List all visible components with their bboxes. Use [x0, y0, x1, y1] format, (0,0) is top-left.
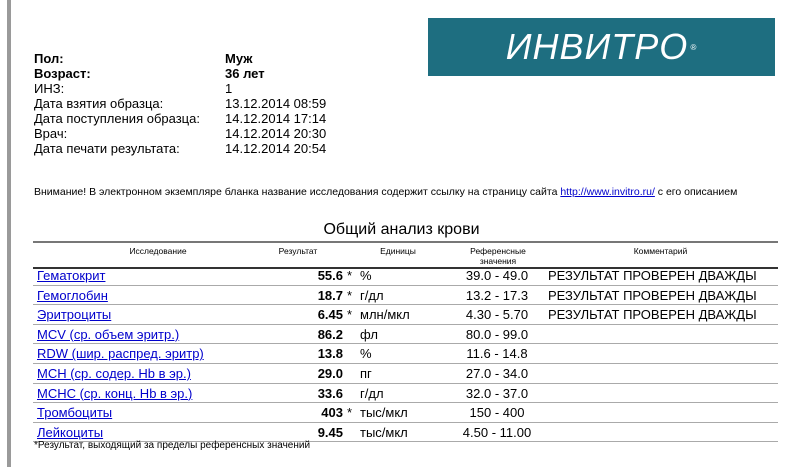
field-label: Дата поступления образца:: [34, 111, 200, 126]
test-link[interactable]: Гемоглобин: [37, 287, 108, 303]
result-value: 86.2: [317, 326, 343, 342]
table-title: Общий анализ крови: [323, 221, 480, 238]
units: %: [360, 268, 372, 283]
table-row: MCH (ср. содер. Hb в эр.) 29.0 пг 27.0 -…: [33, 364, 778, 384]
result-value: 55.6: [317, 268, 343, 283]
units: млн/мкл: [360, 307, 410, 323]
field-value: 14.12.2014 20:54: [225, 141, 327, 156]
comment: РЕЗУЛЬТАТ ПРОВЕРЕН ДВАЖДЫ: [548, 287, 757, 303]
patient-field: Дата взятия образца: 13.12.2014 08:59: [34, 96, 326, 111]
header-ref: Референсные значения: [453, 246, 543, 266]
test-link[interactable]: MCH (ср. содер. Hb в эр.): [37, 365, 191, 381]
patient-field: Дата печати результата: 14.12.2014 20:54: [34, 141, 326, 156]
field-label: Врач:: [34, 126, 68, 141]
header-result: Результат: [278, 246, 318, 256]
footnote: *Результат, выходящий за пределы референ…: [34, 440, 311, 451]
table-row: RDW (шир. распред. эритр) 13.8 % 11.6 - …: [33, 344, 778, 364]
table-row: MCV (ср. объем эритр.) 86.2 фл 80.0 - 99…: [33, 325, 778, 345]
results-table: Гематокрит 55.6 * % 39.0 - 49.0 РЕЗУЛЬТА…: [33, 266, 778, 443]
result-value: 13.8: [317, 346, 343, 362]
field-value: 14.12.2014 17:14: [225, 111, 327, 126]
field-label: Пол:: [34, 51, 64, 66]
table-row: Тромбоциты 403 * тыс/мкл 150 - 400: [33, 403, 778, 423]
reference-range: 150 - 400: [469, 405, 525, 421]
out-of-range-flag: *: [347, 287, 353, 303]
patient-field: Дата поступления образца: 14.12.2014 17:1…: [34, 111, 326, 126]
result-value: 18.7: [317, 287, 343, 303]
comment: РЕЗУЛЬТАТ ПРОВЕРЕН ДВАЖДЫ: [548, 268, 757, 283]
units: тыс/мкл: [360, 405, 408, 421]
invitro-link[interactable]: http://www.invitro.ru/: [560, 186, 655, 198]
table-row: MCHC (ср. конц. Hb в эр.) 33.6 г/дл 32.0…: [33, 384, 778, 404]
out-of-range-flag: *: [347, 307, 353, 323]
field-label: Дата печати результата:: [34, 141, 180, 156]
notice-text-end: с его описанием: [654, 186, 738, 198]
invitro-logo: ИНВИТРО ®: [428, 18, 775, 76]
table-row: Гемоглобин 18.7 * г/дл 13.2 - 17.3 РЕЗУЛ…: [33, 286, 778, 306]
field-label: Дата взятия образца:: [34, 96, 164, 111]
field-label: ИНЗ:: [34, 81, 65, 96]
table-header: Исследование Результат Единицы Референсн…: [33, 241, 778, 269]
field-label: Возраст:: [34, 66, 91, 81]
patient-field: Возраст: 36 лет: [34, 66, 326, 81]
units: г/дл: [360, 385, 384, 401]
header-ref-2: значения: [479, 256, 517, 266]
reference-range: 32.0 - 37.0: [465, 385, 529, 401]
units: тыс/мкл: [360, 424, 408, 440]
test-link[interactable]: Лейкоциты: [37, 424, 104, 440]
result-value: 9.45: [317, 424, 343, 440]
test-link[interactable]: MCV (ср. объем эритр.): [37, 326, 180, 342]
header-units: Единицы: [380, 246, 416, 256]
field-value: 13.12.2014 08:59: [225, 96, 327, 111]
result-value: 29.0: [317, 365, 343, 381]
reference-range: 13.2 - 17.3: [465, 287, 529, 303]
reference-range: 4.50 - 11.00: [462, 424, 532, 440]
field-value: 36 лет: [225, 66, 265, 81]
field-value: Муж: [225, 51, 253, 66]
patient-info: Пол: Муж Возраст: 36 лет ИНЗ: 1 Дата взятия об…: [34, 51, 326, 156]
table-row: Эритроциты 6.45 * млн/мкл 4.30 - 5.70 РЕ…: [33, 305, 778, 325]
logo-mark: ®: [690, 42, 698, 52]
patient-field: Врач: 14.12.2014 20:30: [34, 126, 326, 141]
result-value: 6.45: [317, 307, 343, 323]
reference-range: 4.30 - 5.70: [465, 307, 529, 323]
table-row: Лейкоциты 9.45 тыс/мкл 4.50 - 11.00: [33, 423, 778, 443]
test-link[interactable]: Гематокрит: [37, 268, 106, 283]
test-link[interactable]: Эритроциты: [37, 307, 112, 323]
field-value: 1: [225, 81, 233, 96]
units: пг: [360, 365, 372, 381]
reference-range: 39.0 - 49.0: [465, 268, 529, 283]
test-link[interactable]: MCHC (ср. конц. Hb в эр.): [37, 385, 193, 401]
field-value: 14.12.2014 20:30: [225, 126, 327, 141]
table-row: Гематокрит 55.6 * % 39.0 - 49.0 РЕЗУЛЬТА…: [33, 266, 778, 286]
patient-field: Пол: Муж: [34, 51, 326, 66]
result-value: 33.6: [317, 385, 343, 401]
units: %: [360, 346, 372, 362]
header-comment: Комментарий: [633, 246, 688, 256]
reference-range: 80.0 - 99.0: [465, 326, 529, 342]
reference-range: 11.6 - 14.8: [466, 346, 528, 362]
header-test: Исследование: [129, 246, 187, 256]
header-ref-1: Референсные: [470, 246, 526, 256]
units: фл: [360, 326, 378, 342]
patient-field: ИНЗ: 1: [34, 81, 326, 96]
comment: РЕЗУЛЬТАТ ПРОВЕРЕН ДВАЖДЫ: [548, 307, 757, 323]
notice-text: Внимание! В электронном экземпляре бланк…: [34, 186, 561, 198]
result-value: 403: [321, 405, 343, 421]
test-link[interactable]: RDW (шир. распред. эритр): [37, 346, 204, 362]
logo-text: ИНВИТРО: [505, 26, 689, 67]
units: г/дл: [360, 287, 384, 303]
page-border: [7, 0, 11, 467]
test-link[interactable]: Тромбоциты: [37, 405, 113, 421]
notice: Внимание! В электронном экземпляре бланк…: [34, 186, 737, 198]
out-of-range-flag: *: [347, 268, 353, 283]
out-of-range-flag: *: [347, 405, 353, 421]
reference-range: 27.0 - 34.0: [465, 365, 529, 381]
